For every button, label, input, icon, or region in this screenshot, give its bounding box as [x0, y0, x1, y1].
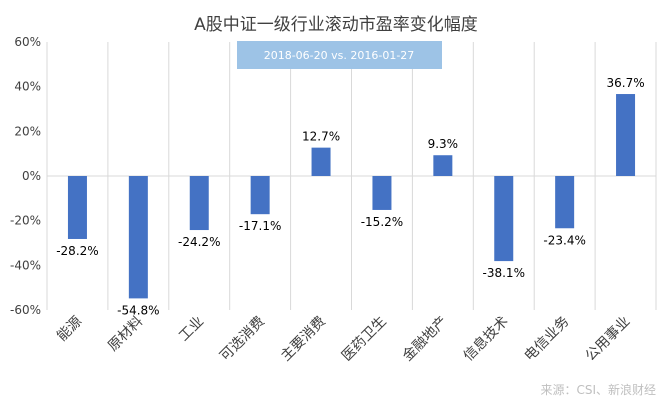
- y-tick-label: 0%: [22, 169, 41, 183]
- data-label: -38.1%: [483, 266, 525, 280]
- y-tick-label: -20%: [10, 214, 41, 228]
- x-tick-label: 可选消费: [217, 314, 268, 365]
- y-tick-label: 20%: [14, 124, 41, 138]
- label-layer: -28.2% -54.8% -24.2% -17.1% 12.7% -15.2% 9.3% -…: [56, 76, 644, 317]
- x-tick-label: 信息技术: [460, 313, 512, 365]
- y-tick-label: 60%: [14, 35, 41, 49]
- x-tick-label: 主要消费: [278, 314, 329, 365]
- subtitle-box: [237, 41, 442, 69]
- y-tick-label: -60%: [10, 303, 41, 317]
- x-tick-label: 电信业务: [522, 314, 573, 365]
- x-tick-label: 原材料: [105, 314, 146, 355]
- x-tick-label: 能源: [54, 314, 85, 345]
- bar: [616, 94, 636, 176]
- bar-layer: [67, 94, 636, 299]
- y-tick-label: 40%: [14, 80, 41, 94]
- bar: [189, 176, 209, 231]
- bar: [372, 176, 392, 210]
- chart-title: A股中证一级行业滚动市盈率变化幅度: [194, 15, 478, 35]
- data-label: -54.8%: [117, 303, 159, 317]
- x-tick-label: 医药卫生: [339, 314, 390, 365]
- data-label: 12.7%: [302, 130, 340, 144]
- chart-subtitle: 2018-06-20 vs. 2016-01-27: [264, 49, 415, 62]
- data-label: -15.2%: [361, 215, 403, 229]
- x-tick-label: 公用事业: [582, 314, 633, 365]
- bar: [555, 176, 575, 229]
- bar: [433, 155, 453, 176]
- bar: [250, 176, 270, 215]
- x-tick-label: 金融地产: [400, 314, 451, 365]
- data-label: -28.2%: [56, 244, 98, 258]
- data-label: -17.1%: [239, 219, 281, 233]
- data-label: -23.4%: [543, 233, 585, 247]
- bar: [311, 147, 331, 176]
- data-label: -24.2%: [178, 235, 220, 249]
- bar: [494, 176, 514, 262]
- bar: [67, 176, 87, 239]
- source-note: 来源：CSI、新浪财经: [540, 382, 656, 397]
- x-tick-label: 工业: [176, 314, 207, 345]
- data-label: 9.3%: [428, 137, 459, 151]
- data-label: 36.7%: [606, 76, 644, 90]
- y-tick-label: -40%: [10, 258, 41, 272]
- bar: [128, 176, 148, 299]
